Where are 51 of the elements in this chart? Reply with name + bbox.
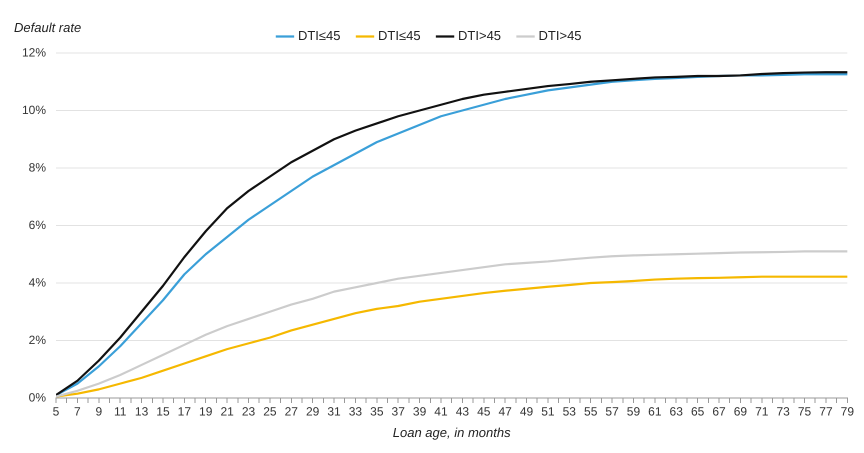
legend-label: DTI≤45 [378,28,421,44]
x-tick-label: 7 [74,404,82,419]
x-tick-label: 11 [114,404,127,419]
x-tick-label: 51 [541,404,555,419]
x-tick-label: 27 [284,404,298,419]
x-tick-label: 69 [734,404,748,419]
x-tick-label: 25 [263,404,277,419]
x-tick-label: 19 [199,404,213,419]
x-tick-label: 13 [134,404,149,419]
x-tick-label: 55 [584,404,598,419]
x-tick-label: 17 [178,404,192,419]
x-tick-label: 71 [755,404,769,419]
x-tick-label: 65 [690,404,705,419]
x-tick-label: 33 [348,404,362,419]
y-tick-label: 0% [28,390,46,404]
x-tick-label: 59 [626,404,640,419]
x-tick-label: 45 [477,404,491,419]
y-tick-label: 8% [28,160,46,174]
legend-label: DTI>45 [458,28,502,44]
x-tick-label: 15 [156,404,170,419]
x-tick-label: 53 [562,404,576,419]
x-tick-label: 29 [306,404,320,419]
x-tick-label: 41 [434,404,448,419]
x-tick-label: 67 [712,404,726,419]
y-tick-label: 12% [22,45,46,60]
x-tick-label: 57 [605,404,620,419]
x-tick-label: 37 [392,404,406,419]
y-tick-label: 4% [28,275,46,290]
x-tick-label: 63 [670,404,684,419]
legend-label: DTI>45 [538,28,582,44]
x-tick-label: 43 [456,404,470,419]
x-tick-label: 73 [776,404,790,419]
y-tick-label: 6% [28,218,46,232]
x-tick-label: 39 [412,404,427,419]
x-tick-label: 21 [220,404,234,419]
x-tick-label: 75 [798,404,812,419]
x-tick-label: 5 [52,404,60,419]
x-tick-label: 49 [520,404,534,419]
y-tick-label: 2% [28,332,46,347]
x-tick-label: 79 [840,404,854,419]
x-tick-label: 77 [819,404,833,419]
x-tick-label: 35 [370,404,384,419]
x-tick-label: 9 [95,404,102,419]
y-axis-title: Default rate [14,20,82,36]
x-tick-label: 61 [648,404,662,419]
legend-label: DTI≤45 [298,28,341,44]
y-tick-label: 10% [22,102,46,117]
x-tick-label: 31 [327,404,342,419]
x-axis-title: Loan age, in months [392,424,512,440]
x-tick-label: 47 [498,404,512,419]
x-tick-label: 23 [242,404,256,419]
